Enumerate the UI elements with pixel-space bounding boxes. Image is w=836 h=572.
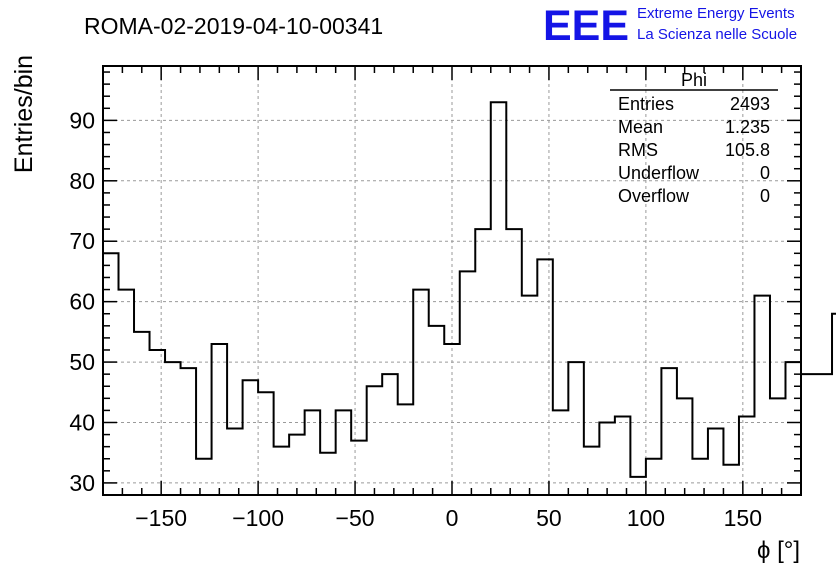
stats-row-label: Entries [618,94,674,114]
x-axis-label: ϕ [°] [757,537,800,564]
grid-lines [103,66,801,495]
x-tick-label: 50 [536,505,562,531]
y-tick-label: 50 [69,349,95,375]
stats-row-value: 1.235 [725,117,770,137]
x-tick-label: 0 [446,505,459,531]
y-tick-label: 30 [69,470,95,496]
logo-mark: EEE [543,2,629,50]
stats-row-label: RMS [618,140,658,160]
y-tick-label: 40 [69,409,95,435]
stats-row-label: Mean [618,117,663,137]
axis-ticks [102,66,802,495]
stats-row-label: Underflow [618,163,700,183]
stats-row-value: 0 [760,163,770,183]
chart-title: ROMA-02-2019-04-10-00341 [84,13,383,39]
y-axis-label: Entries/bin [10,55,38,173]
stats-row-value: 0 [760,186,770,206]
y-tick-label: 90 [69,107,95,133]
x-tick-label: −150 [135,505,187,531]
x-tick-label: 100 [627,505,665,531]
plot-frame [102,65,802,496]
stats-row-value: 2493 [730,94,770,114]
y-tick-label: 60 [69,289,95,315]
logo-line-2: La Scienza nelle Scuole [637,26,797,43]
stats-row-value: 105.8 [725,140,770,160]
y-tick-label: 80 [69,168,95,194]
x-tick-label: 150 [724,505,762,531]
stats-title: Phi [681,70,707,90]
x-tick-label: −100 [232,505,284,531]
stats-box: Phi Entries 2493 Mean 1.235 RMS 105.8 Underflo… [610,70,778,206]
x-tick-labels: −150 −100 −50 0 50 100 150 [135,505,762,531]
x-tick-label: −50 [336,505,375,531]
logo-line-1: Extreme Energy Events [637,5,795,22]
y-tick-labels: 30 40 50 60 70 80 90 [69,107,95,496]
histogram-series-line [103,101,836,478]
eee-logo: EEE Extreme Energy Events La Scienza nel… [543,2,797,50]
y-tick-label: 70 [69,228,95,254]
stats-row-label: Overflow [618,186,690,206]
